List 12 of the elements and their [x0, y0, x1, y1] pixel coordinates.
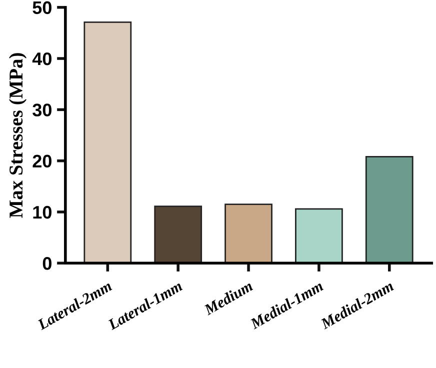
- y-tick-label: 20: [32, 154, 52, 168]
- y-tick-label: 50: [32, 1, 52, 14]
- bar: [154, 206, 202, 264]
- y-tick-label: 0: [42, 257, 52, 270]
- y-tick-label: 40: [32, 52, 52, 66]
- y-axis-title: Max Stresses (MPa): [8, 53, 27, 218]
- y-tick-label: 10: [33, 206, 52, 219]
- bar: [224, 204, 272, 264]
- y-tick-label: 30: [32, 104, 52, 116]
- bar: [295, 208, 343, 264]
- bar: [84, 22, 132, 264]
- bar: [365, 156, 414, 264]
